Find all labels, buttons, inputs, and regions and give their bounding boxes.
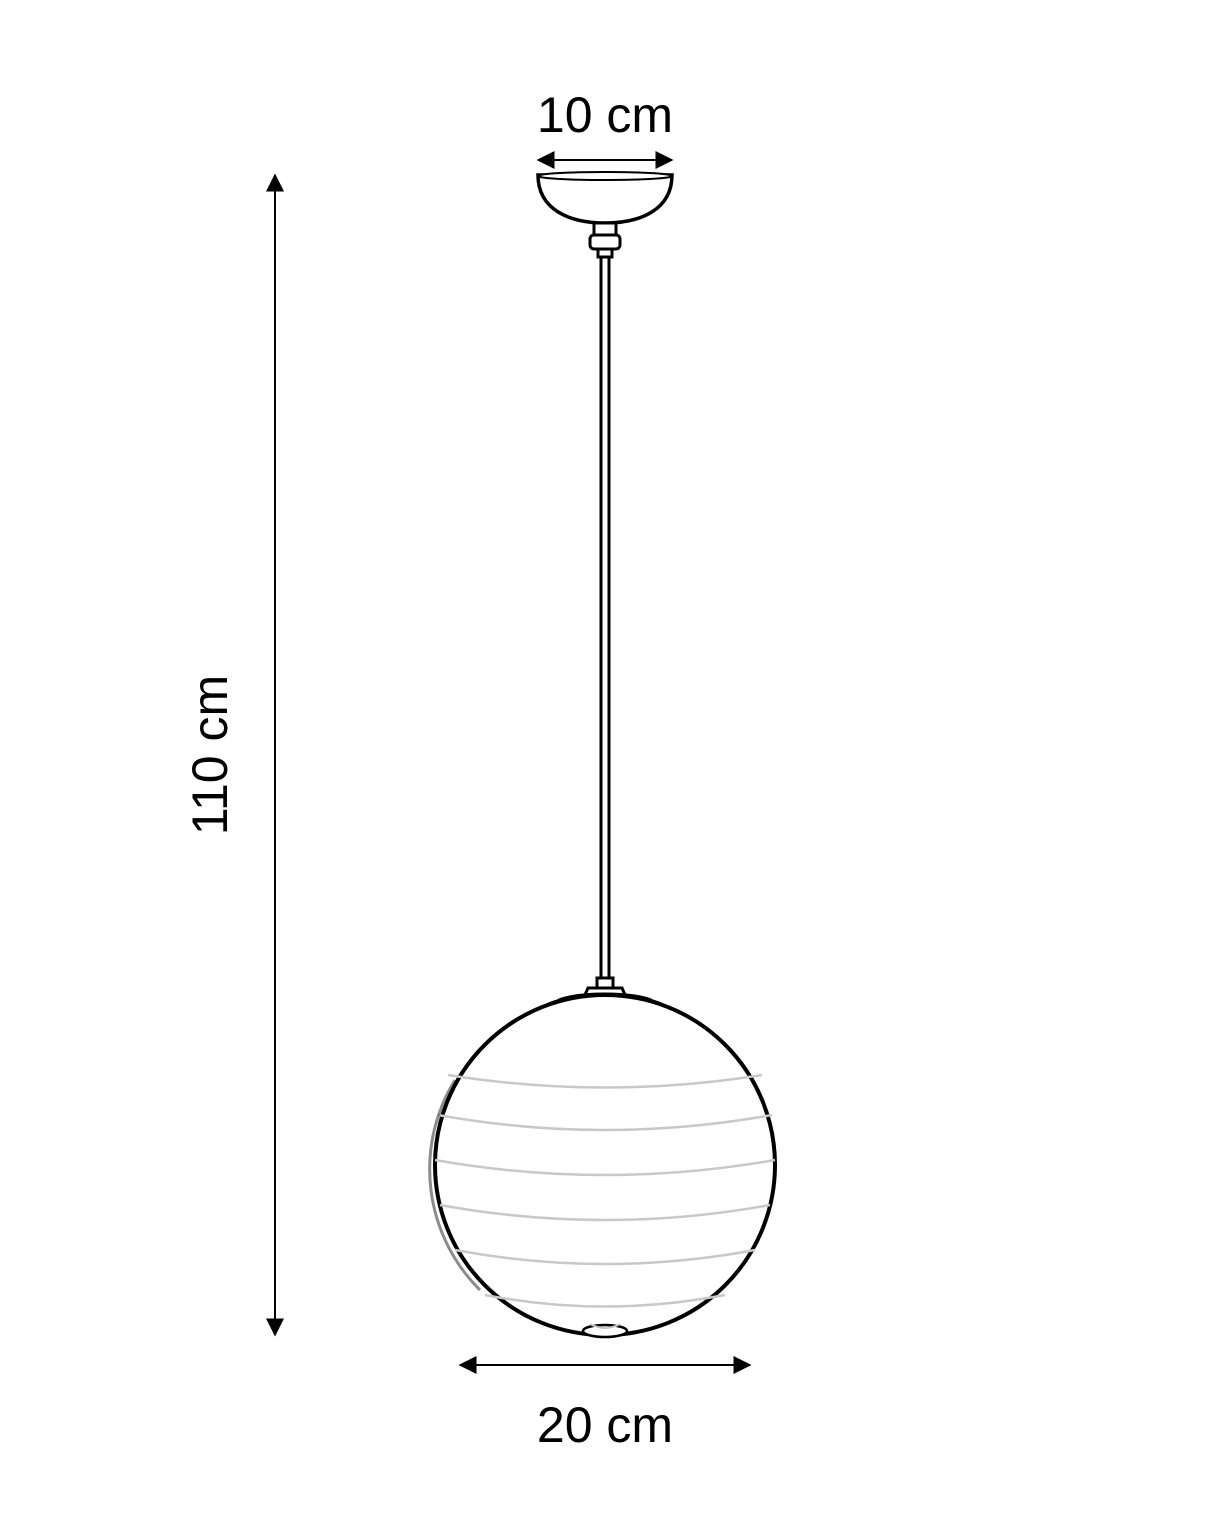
- canopy-width-dimension-label: 10 cm: [537, 86, 673, 144]
- globe-width-dimension-label: 20 cm: [537, 1396, 673, 1454]
- canopy-collar: [590, 223, 620, 257]
- dimension-drawing: 110 cm 10 cm 20 cm: [0, 0, 1214, 1518]
- pendant-lamp: [430, 172, 775, 1337]
- height-dimension-label: 110 cm: [181, 675, 239, 835]
- hanging-rod: [601, 257, 609, 978]
- ceiling-canopy: [538, 172, 672, 223]
- globe-shade: [430, 995, 775, 1337]
